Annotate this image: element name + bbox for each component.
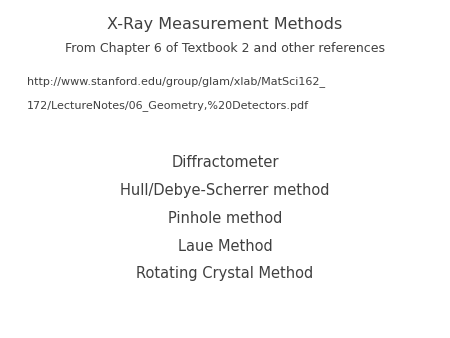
Text: Laue Method: Laue Method: [178, 239, 272, 254]
Text: Rotating Crystal Method: Rotating Crystal Method: [136, 266, 314, 281]
Text: X-Ray Measurement Methods: X-Ray Measurement Methods: [108, 17, 342, 32]
Text: http://www.stanford.edu/group/glam/xlab/MatSci162_: http://www.stanford.edu/group/glam/xlab/…: [27, 76, 325, 87]
Text: 172/LectureNotes/06_Geometry,%20Detectors.pdf: 172/LectureNotes/06_Geometry,%20Detector…: [27, 100, 309, 111]
Text: Pinhole method: Pinhole method: [168, 211, 282, 226]
Text: Hull/Debye-Scherrer method: Hull/Debye-Scherrer method: [120, 183, 330, 198]
Text: From Chapter 6 of Textbook 2 and other references: From Chapter 6 of Textbook 2 and other r…: [65, 42, 385, 55]
Text: Diffractometer: Diffractometer: [171, 155, 279, 170]
